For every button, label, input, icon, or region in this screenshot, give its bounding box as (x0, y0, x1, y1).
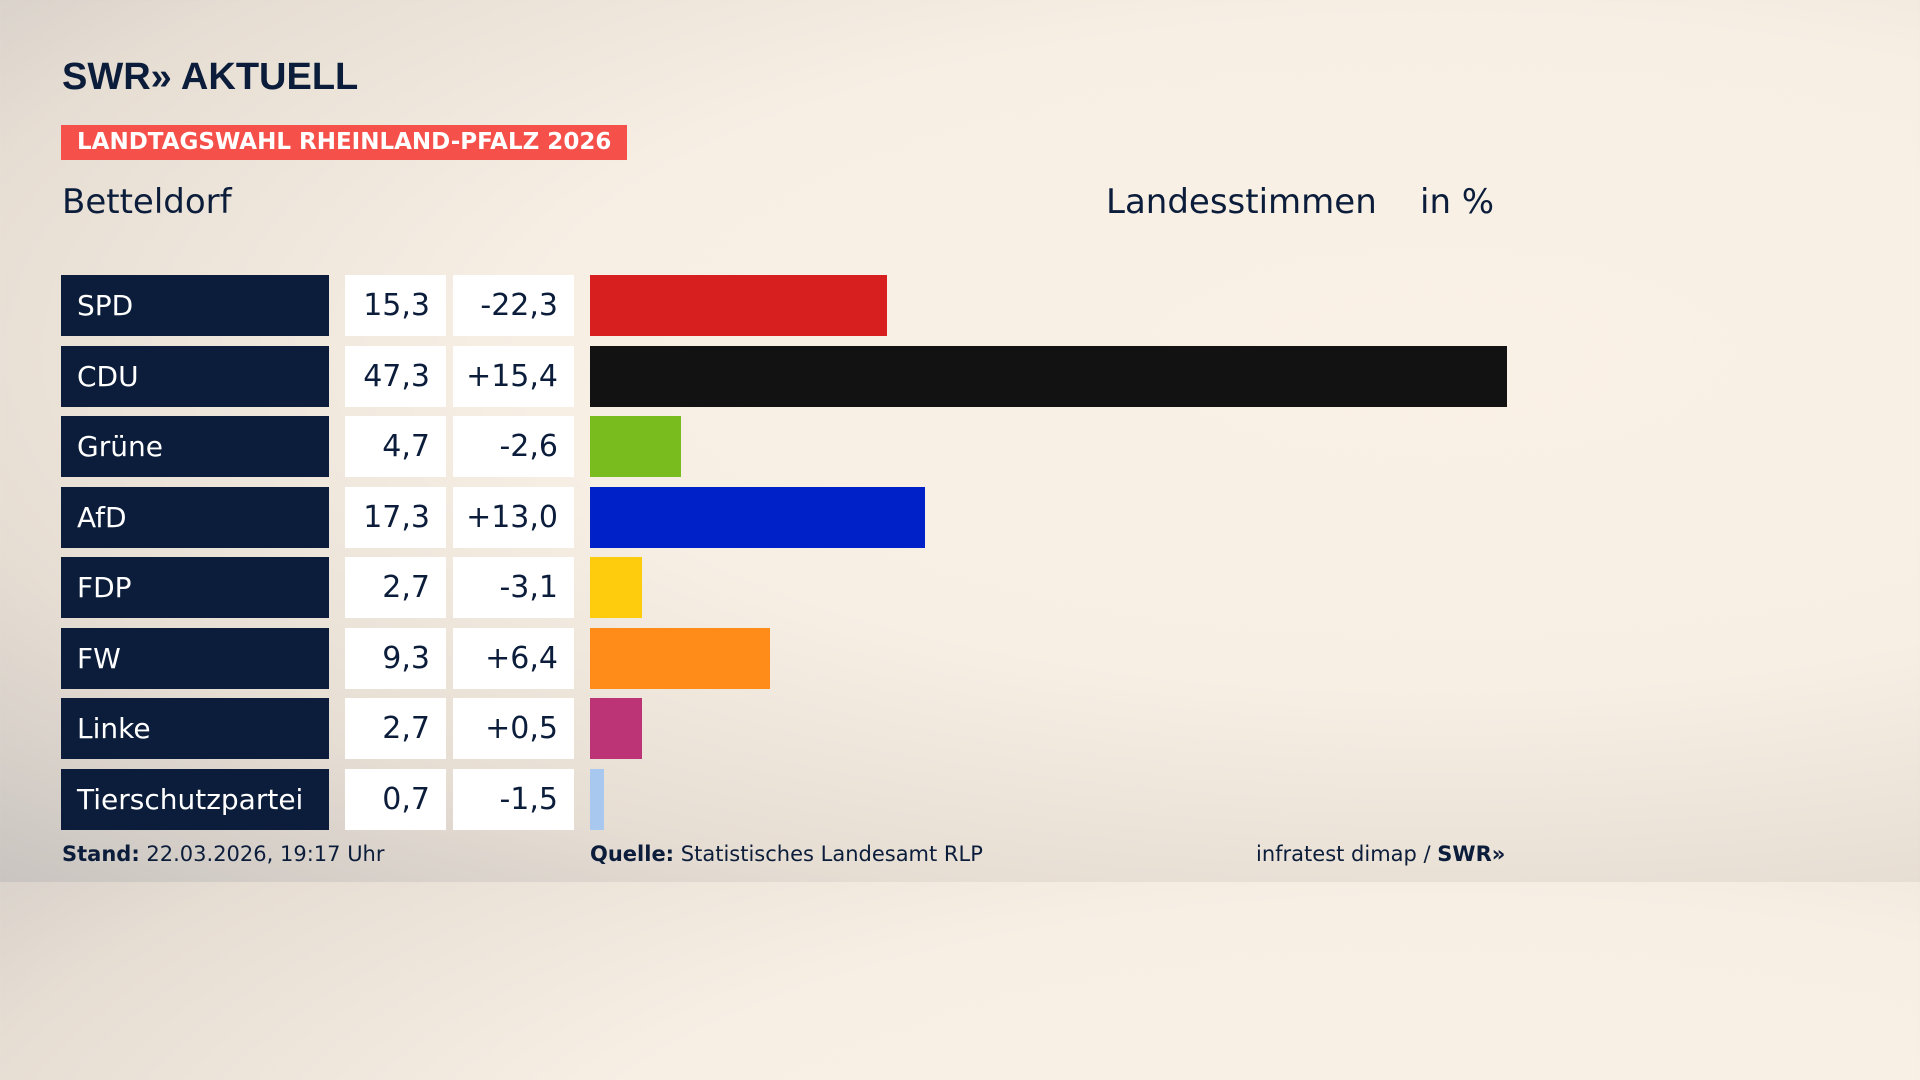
vote-share: 15,3 (345, 275, 446, 336)
vote-change: +13,0 (453, 486, 574, 548)
vote-share: 4,7 (345, 416, 446, 477)
bar-fdp (590, 557, 643, 618)
vote-change: +6,4 (453, 627, 574, 689)
source: Quelle: Statistisches Landesamt RLP (590, 842, 983, 866)
timestamp: Stand: 22.03.2026, 19:17 Uhr (62, 842, 385, 866)
swr-logo: SWR» (1437, 842, 1506, 866)
vote-change: -1,5 (453, 768, 574, 830)
party-label: AfD (61, 486, 329, 548)
vote-change: +15,4 (453, 345, 574, 407)
source-label: Quelle: (590, 842, 675, 866)
election-badge: LANDTAGSWAHL RHEINLAND-PFALZ 2026 (61, 125, 628, 160)
place-title: Betteldorf (62, 182, 232, 222)
party-label: Linke (61, 698, 329, 759)
source-value: Statistisches Landesamt RLP (680, 842, 983, 866)
swr-aktuell-logo: SWR» AKTUELL (62, 56, 359, 98)
bar-spd (590, 275, 887, 336)
unit-label: in % (1420, 182, 1495, 222)
stand-label: Stand: (62, 842, 140, 866)
credit: infratest dimap / SWR» (1256, 842, 1505, 866)
bar-grüne (590, 416, 682, 477)
bar-linke (590, 698, 643, 759)
vote-share: 2,7 (345, 698, 446, 759)
vote-share: 2,7 (345, 557, 446, 618)
party-label: Grüne (61, 416, 329, 477)
vote-change: +0,5 (453, 698, 574, 759)
party-label: FDP (61, 557, 329, 618)
bar-afd (590, 486, 926, 548)
vote-share: 0,7 (345, 768, 446, 830)
bar-tierschutzpartei (590, 768, 604, 830)
stand-value: 22.03.2026, 19:17 Uhr (146, 842, 385, 866)
bar-cdu (590, 345, 1507, 407)
vote-change: -22,3 (453, 275, 574, 336)
measure-label: Landesstimmen (1106, 182, 1377, 222)
party-label: FW (61, 627, 329, 689)
party-label: CDU (61, 345, 329, 407)
vote-change: -2,6 (453, 416, 574, 477)
credit-text: infratest dimap / (1256, 842, 1438, 866)
party-label: Tierschutzpartei (61, 768, 329, 830)
vote-share: 9,3 (345, 627, 446, 689)
vote-change: -3,1 (453, 557, 574, 618)
vote-share: 17,3 (345, 486, 446, 548)
bar-fw (590, 627, 771, 689)
vote-share: 47,3 (345, 345, 446, 407)
party-label: SPD (61, 275, 329, 336)
